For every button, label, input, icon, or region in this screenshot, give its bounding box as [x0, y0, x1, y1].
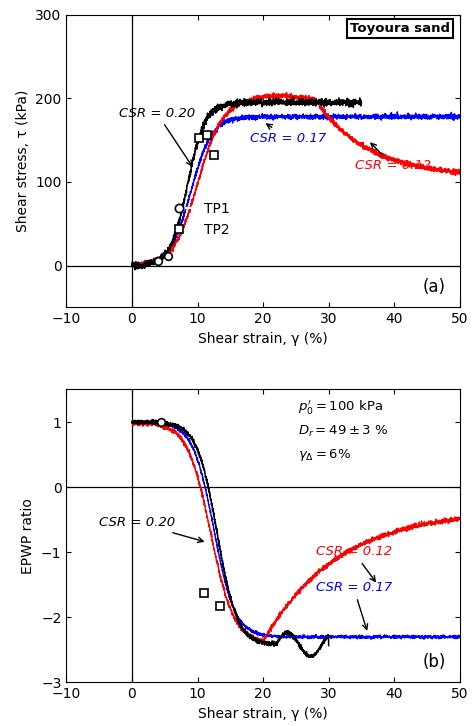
Text: (b): (b)	[423, 653, 446, 671]
Text: Toyoura sand: Toyoura sand	[350, 22, 450, 35]
X-axis label: Shear strain, γ (%): Shear strain, γ (%)	[198, 332, 328, 346]
Text: CSR = 0.12: CSR = 0.12	[316, 545, 392, 582]
Text: CSR = 0.20: CSR = 0.20	[99, 516, 203, 542]
Text: CSR = 0.12: CSR = 0.12	[355, 143, 431, 172]
Text: (a): (a)	[423, 278, 446, 295]
Text: CSR = 0.20: CSR = 0.20	[119, 107, 195, 166]
X-axis label: Shear strain, γ (%): Shear strain, γ (%)	[198, 707, 328, 721]
Text: $p_0' = 100$ kPa
$D_r = 49\pm3$ %
$\gamma_\Delta = 6$%: $p_0' = 100$ kPa $D_r = 49\pm3$ % $\gamm…	[299, 399, 389, 462]
Y-axis label: Shear stress, τ (kPa): Shear stress, τ (kPa)	[16, 90, 29, 232]
Legend: TP1, TP2: TP1, TP2	[160, 197, 236, 242]
Y-axis label: EPWP ratio: EPWP ratio	[21, 498, 36, 574]
Text: CSR = 0.17: CSR = 0.17	[250, 124, 326, 144]
Text: CSR = 0.17: CSR = 0.17	[316, 582, 392, 629]
